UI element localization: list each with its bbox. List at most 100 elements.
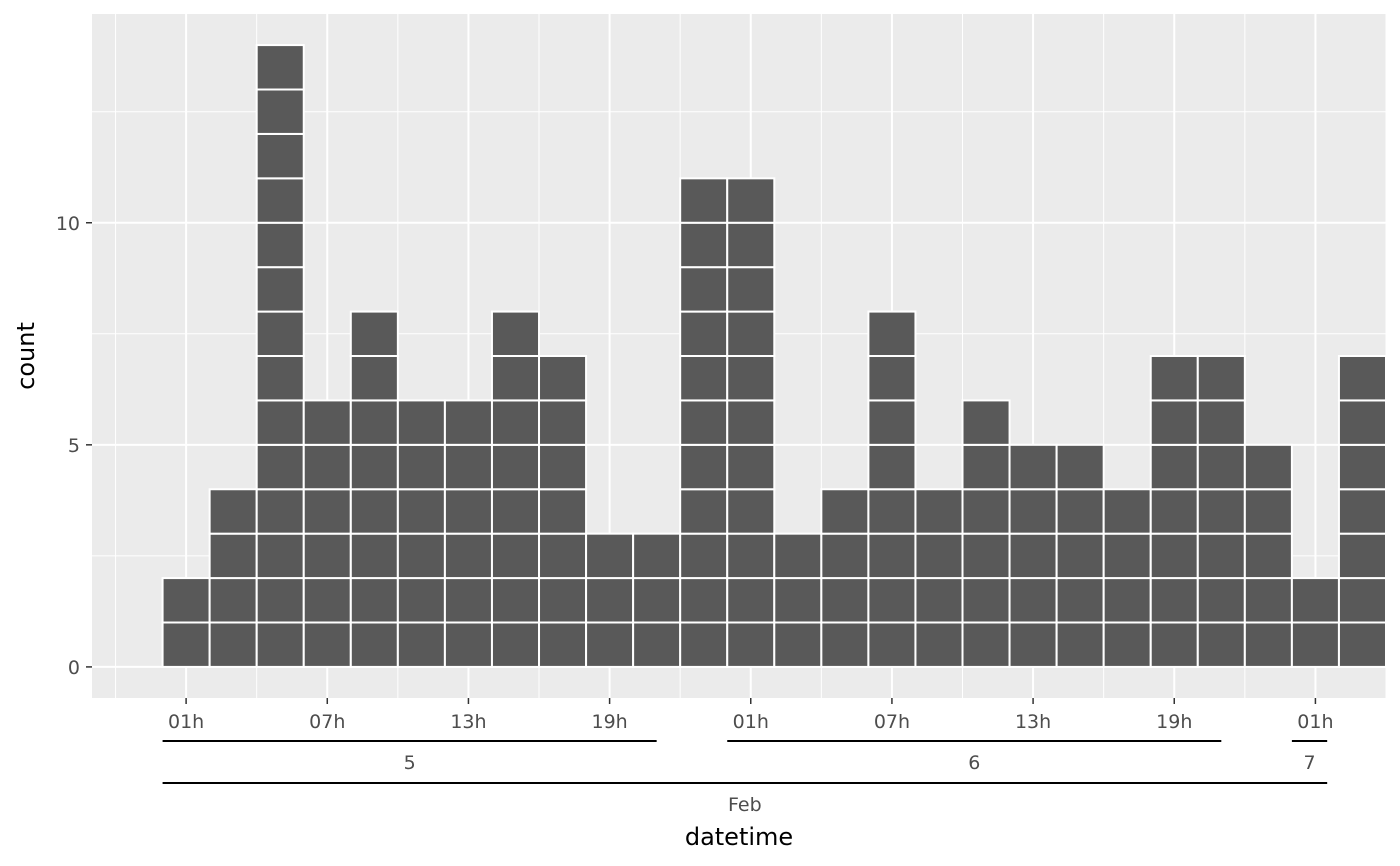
bar-unit — [1055, 488, 1105, 535]
bar-unit — [632, 621, 682, 668]
bar-unit — [726, 177, 776, 224]
bar — [773, 532, 823, 668]
bar-unit — [1243, 577, 1293, 624]
bar-unit — [302, 532, 352, 580]
bar-unit — [867, 488, 917, 535]
bar-unit — [867, 621, 917, 668]
bar-unit — [538, 488, 588, 535]
bar-unit — [302, 488, 352, 535]
bar-unit — [1008, 577, 1058, 624]
bar-unit — [1008, 621, 1058, 668]
bar-unit — [538, 577, 588, 624]
bar-unit — [726, 577, 776, 624]
bar-unit — [255, 266, 305, 313]
month-group-label: Feb — [728, 794, 762, 816]
bar-unit — [490, 621, 541, 668]
bar-unit — [867, 310, 917, 357]
y-tick-label: 0 — [68, 657, 80, 679]
bar-unit — [1102, 488, 1152, 535]
bar-unit — [726, 621, 776, 668]
x-tick-label: 01h — [733, 711, 769, 733]
bar-unit — [1243, 488, 1293, 535]
bar-unit — [1149, 355, 1199, 402]
bar-unit — [726, 355, 776, 402]
bar-unit — [867, 443, 917, 491]
bar-unit — [490, 532, 541, 580]
bar-unit — [349, 310, 399, 357]
bar-unit — [1055, 577, 1105, 624]
bar-unit — [443, 577, 493, 624]
x-tick-label: 01h — [1297, 711, 1333, 733]
bar — [1149, 355, 1199, 668]
bar-unit — [1102, 577, 1152, 624]
bar-unit — [538, 399, 588, 446]
day-group-label: 7 — [1303, 752, 1315, 774]
bar-unit — [820, 488, 870, 535]
bar-unit — [208, 577, 258, 624]
bar-unit — [302, 443, 352, 491]
bar-unit — [538, 621, 588, 668]
bar-unit — [255, 310, 305, 357]
bar — [1337, 355, 1387, 668]
bar-unit — [585, 532, 635, 580]
bar — [396, 399, 446, 668]
bar — [961, 399, 1011, 668]
bar-unit — [255, 443, 305, 491]
bar-unit — [1149, 488, 1199, 535]
bar — [443, 399, 493, 668]
bar-unit — [396, 532, 446, 580]
bar-unit — [208, 488, 258, 535]
bar-unit — [820, 532, 870, 580]
bar-unit — [1008, 443, 1058, 491]
bar-unit — [490, 310, 541, 357]
bar-unit — [1337, 355, 1387, 402]
month-group-axis: Feb — [162, 782, 1328, 816]
bar-unit — [585, 621, 635, 668]
bar-unit — [396, 399, 446, 446]
bar-unit — [726, 266, 776, 313]
bar-unit — [1102, 621, 1152, 668]
bar-unit — [773, 532, 823, 580]
y-tick-label: 10 — [56, 213, 80, 235]
bar-unit — [679, 310, 729, 357]
bar-unit — [255, 132, 305, 180]
bar-unit — [679, 532, 729, 580]
bar-unit — [1196, 577, 1246, 624]
bar-unit — [773, 621, 823, 668]
bar-unit — [1337, 399, 1387, 446]
bar — [914, 488, 964, 668]
bar-unit — [161, 621, 211, 668]
bar-unit — [490, 488, 541, 535]
day-group-label: 6 — [968, 752, 980, 774]
bar — [538, 355, 588, 668]
bar-unit — [443, 621, 493, 668]
bar-unit — [255, 355, 305, 402]
bar-unit — [1055, 532, 1105, 580]
bar-unit — [302, 399, 352, 446]
bar-unit — [1243, 621, 1293, 668]
bar-unit — [1196, 621, 1246, 668]
bar-unit — [726, 221, 776, 269]
bar-unit — [1149, 443, 1199, 491]
bar-unit — [679, 177, 729, 224]
bar-unit — [679, 621, 729, 668]
bar-unit — [1290, 577, 1340, 624]
bar-unit — [961, 621, 1011, 668]
bar-unit — [1337, 621, 1387, 668]
bar-unit — [349, 443, 399, 491]
bar-unit — [726, 310, 776, 357]
bar — [726, 177, 776, 668]
bar-unit — [961, 532, 1011, 580]
bar-unit — [914, 621, 964, 668]
bar — [1196, 355, 1246, 668]
bar-unit — [443, 488, 493, 535]
bar-unit — [349, 532, 399, 580]
bar-unit — [538, 443, 588, 491]
bar-unit — [302, 621, 352, 668]
bar-unit — [914, 532, 964, 580]
bar — [490, 310, 541, 668]
bar-unit — [255, 88, 305, 135]
x-tick-label: 13h — [1015, 711, 1051, 733]
bar — [585, 532, 635, 668]
bar — [679, 177, 729, 668]
